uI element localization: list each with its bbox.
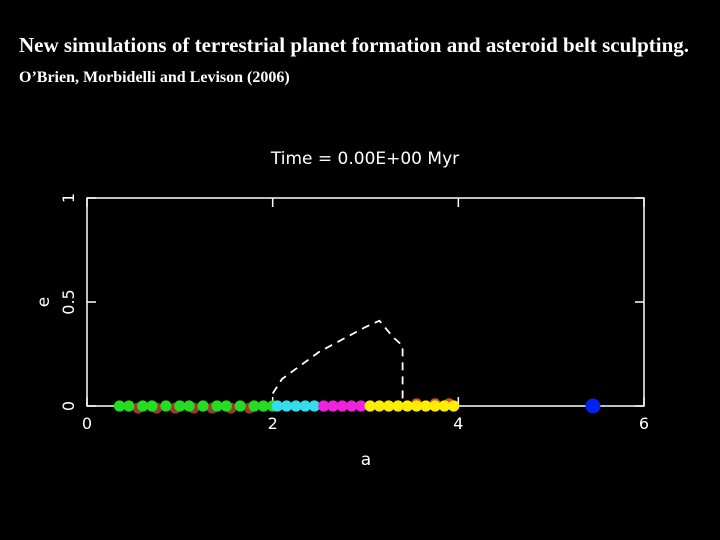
data-point: [146, 400, 158, 412]
x-tick-label: 0: [82, 414, 92, 433]
y-tick-label: 0.5: [59, 289, 78, 314]
data-point: [220, 400, 232, 412]
data-point: [429, 400, 441, 412]
data-point: [327, 400, 339, 412]
data-point: [346, 400, 358, 412]
data-point: [355, 400, 367, 412]
x-tick-label: 2: [268, 414, 278, 433]
data-point: [585, 398, 601, 414]
data-point: [248, 400, 260, 412]
data-point: [411, 400, 423, 412]
data-point: [364, 400, 376, 412]
data-point: [318, 400, 330, 412]
slide-title-main: New simulations of terrestrial planet fo…: [19, 33, 690, 57]
slide-credit: O’Brien, Morbidelli and Levison (2006): [19, 69, 290, 86]
data-point: [160, 400, 172, 412]
plot-frame: [86, 197, 645, 407]
data-point: [281, 400, 293, 412]
data-point: [123, 400, 135, 412]
data-point: [438, 400, 450, 412]
data-point: [197, 400, 209, 412]
axis-ticks: [86, 197, 645, 407]
data-point: [113, 400, 126, 412]
data-point: [401, 400, 413, 412]
data-point: [290, 400, 302, 412]
data-point: [234, 400, 246, 412]
y-tick-label: 0: [59, 401, 78, 411]
data-point: [373, 400, 385, 412]
boundary-curve: [271, 319, 404, 406]
x-tick-label: 4: [453, 414, 463, 433]
data-point: [257, 400, 269, 412]
data-point: [299, 400, 311, 412]
data-point: [137, 400, 149, 412]
data-point: [448, 400, 460, 412]
data-point: [392, 400, 404, 412]
data-point: [183, 400, 195, 412]
data-point: [420, 400, 432, 412]
x-tick-label: 6: [639, 414, 649, 433]
chart-title: Time = 0.00E+00 Myr: [270, 149, 459, 169]
x-axis-label: a: [361, 450, 371, 470]
data-point: [271, 400, 283, 412]
slide-title: New simulations of terrestrial planet fo…: [19, 30, 709, 93]
tick-labels: 0 2 4 6 0 0.5 1: [59, 193, 649, 433]
data-point: [211, 400, 223, 412]
data-point: [336, 400, 348, 412]
data-point: [383, 400, 395, 412]
y-axis-label: e: [34, 297, 54, 307]
data-point: [308, 400, 320, 412]
data-points: [113, 398, 601, 414]
data-point: [174, 400, 186, 412]
y-tick-label: 1: [59, 193, 78, 203]
